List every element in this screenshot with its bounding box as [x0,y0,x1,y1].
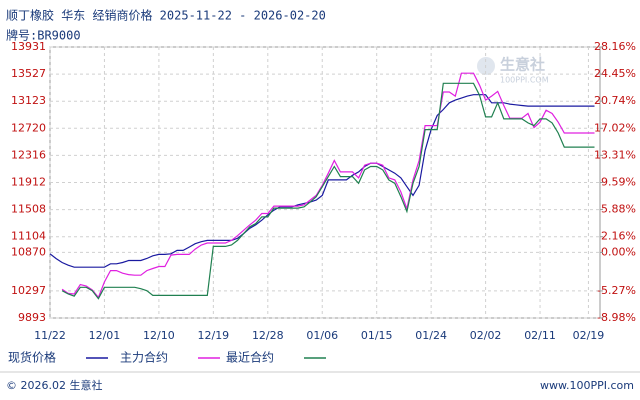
chart-title: 顺丁橡胶 华东 经销商价格 2025-11-22 - 2026-02-20 [6,8,326,23]
x-tick-label: 02/19 [573,329,605,342]
y2-tick-label: 17.02% [594,121,636,134]
watermark: 生意社 [500,56,545,74]
footer-right: www.100PPI.com [540,379,634,392]
watermark: 100PPI.COM [500,76,549,85]
x-tick-label: 12/28 [252,329,284,342]
y2-tick-label: -8.98% [597,311,636,324]
x-tick-label: 02/02 [470,329,502,342]
y2-tick-label: 5.88% [601,203,636,216]
series-line [61,82,595,300]
y-tick-label: 12720 [11,121,46,134]
x-tick-label: 12/10 [143,329,175,342]
y2-tick-label: 28.16% [594,40,636,53]
y2-tick-label: -5.27% [597,284,636,297]
y2-tick-label: 9.59% [601,176,636,189]
chart-subtitle: 牌号:BR9000 [6,29,81,43]
y-tick-label: 13931 [11,40,46,53]
legend-label: 主力合约 [120,350,168,365]
y-tick-label: 12316 [11,148,46,161]
x-tick-label: 01/15 [361,329,393,342]
footer-left: © 2026.02 生意社 [6,378,102,392]
legend-label: 最近合约 [226,350,274,365]
legend-label: 现货价格 [8,350,56,365]
x-tick-label: 01/06 [306,329,338,342]
y-tick-label: 13123 [11,94,46,107]
x-tick-label: 12/01 [89,329,121,342]
y-tick-label: 10870 [11,245,46,258]
series-line [61,72,595,299]
y2-tick-label: 13.31% [594,148,636,161]
y-tick-label: 11104 [11,230,46,243]
x-tick-label: 01/24 [415,329,447,342]
y-tick-label: 9893 [18,311,46,324]
x-tick-label: 12/19 [197,329,229,342]
y2-tick-label: 24.45% [594,67,636,80]
y-tick-label: 10297 [11,284,46,297]
y-tick-label: 13527 [11,67,46,80]
y-tick-label: 11508 [11,203,46,216]
y2-tick-label: 0.00% [601,245,636,258]
x-tick-label: 11/22 [34,329,66,342]
x-tick-label: 02/11 [524,329,556,342]
series-line [49,94,595,268]
y2-tick-label: 20.74% [594,94,636,107]
y-tick-label: 11912 [11,176,46,189]
y2-tick-label: 2.16% [601,230,636,243]
